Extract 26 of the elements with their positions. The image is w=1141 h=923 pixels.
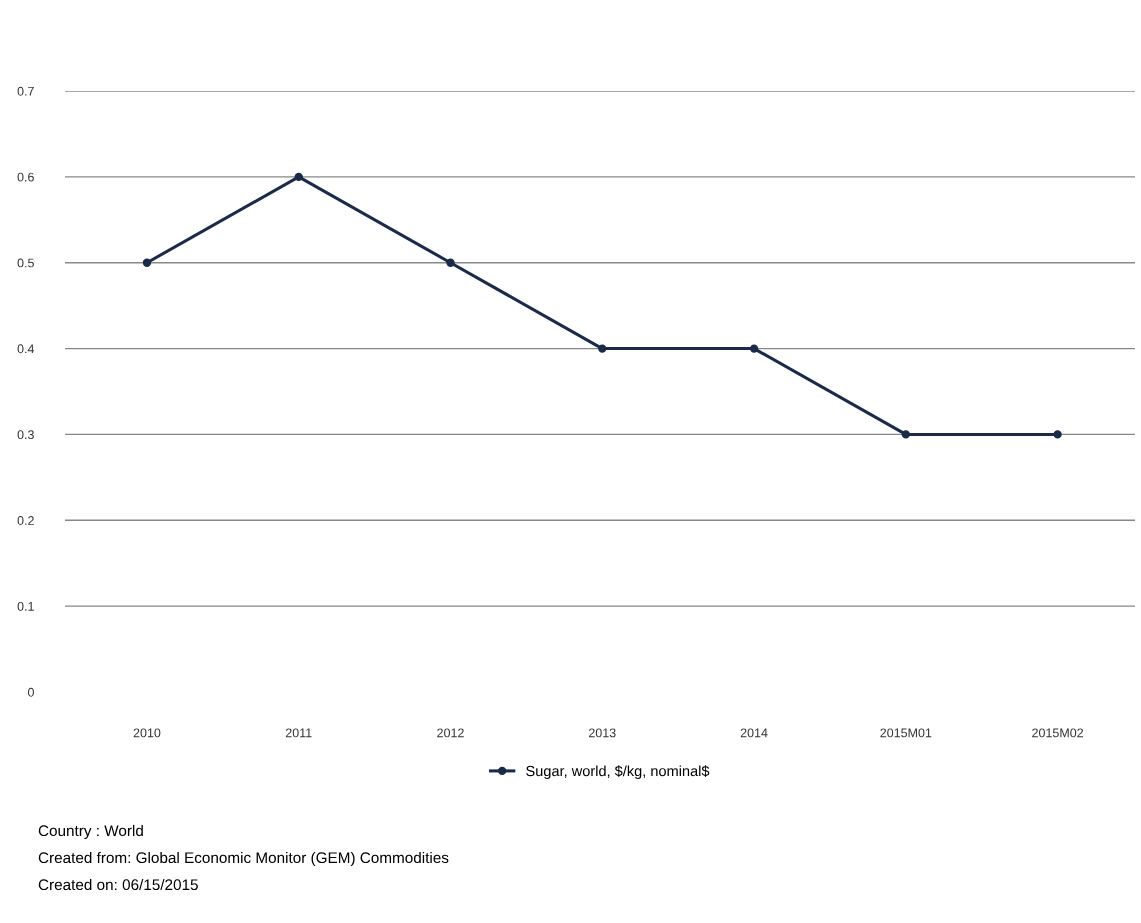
text: Country : World [38, 824, 143, 840]
point [598, 344, 607, 353]
x-tick-label: 2015M01 [880, 728, 932, 738]
x-tick-label: 2010 [133, 728, 161, 738]
point [294, 172, 303, 182]
y-tick-label: 0 [27, 687, 34, 697]
x-tick-label: 2014 [740, 728, 768, 738]
y-tick-label: 0.7 [17, 86, 34, 96]
point [901, 430, 910, 439]
text: Created on: 06/15/2015 [38, 878, 198, 891]
x-tick-label: 2015M02 [1032, 728, 1084, 738]
y-tick-label: 0.3 [17, 430, 34, 440]
y-tick-label: 0.4 [17, 344, 35, 354]
point [1053, 430, 1062, 439]
x-tick-label: 2011 [285, 728, 312, 738]
point [446, 258, 455, 267]
point [142, 258, 152, 267]
y-tick-label: 0.1 [17, 601, 34, 611]
x-tick-label: 2012 [437, 728, 464, 738]
x-tick-label: 2013 [589, 728, 616, 738]
y-tick-label: 0.2 [17, 516, 34, 525]
text: Created from: Global Economic Monitor (GEM) Commodities [38, 851, 449, 867]
legend-label: Sugar, world, $/kg, nominal$ [526, 765, 710, 780]
point [749, 344, 759, 353]
y-tick-label: 0.6 [17, 172, 34, 182]
y-tick-label: 0.5 [17, 258, 34, 268]
